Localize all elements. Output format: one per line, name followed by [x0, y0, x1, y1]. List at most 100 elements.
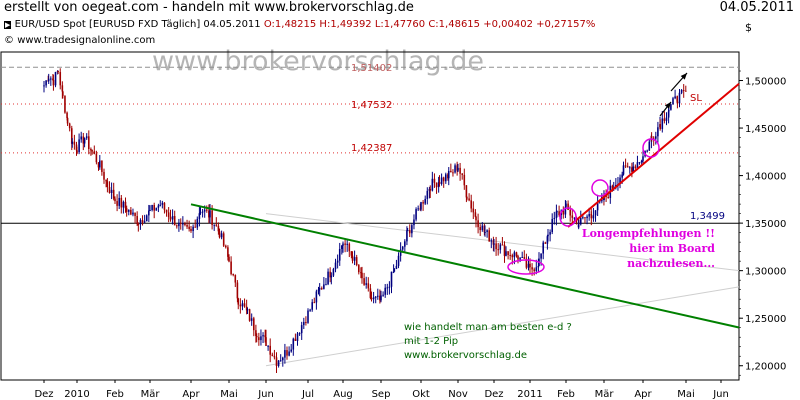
watermark-text: www.brokervorschlag.de	[152, 46, 484, 77]
x-tick-label: Apr	[182, 389, 200, 400]
candle-body	[137, 224, 140, 226]
candle-body	[245, 306, 248, 311]
candle-body	[411, 225, 413, 234]
candle-body	[232, 274, 234, 276]
level-label: 1,42387	[351, 143, 392, 154]
candle-body	[598, 201, 601, 203]
candle-body	[176, 225, 178, 227]
candle-body	[452, 172, 454, 174]
candle-body	[461, 173, 463, 175]
candle-body	[62, 91, 64, 96]
y-tick-label: 1,40000	[745, 172, 786, 183]
candle-body	[392, 271, 395, 273]
candle-body	[85, 136, 88, 139]
candle-body	[546, 236, 549, 244]
candle-body	[503, 244, 506, 256]
candle-body	[228, 256, 230, 262]
candle-body	[390, 271, 393, 287]
candle-body	[358, 265, 360, 273]
candle-body	[296, 333, 299, 341]
candle-body	[525, 258, 528, 268]
candle-body	[325, 284, 327, 286]
candle-body	[655, 136, 657, 139]
candle-body	[199, 212, 202, 214]
candle-body	[537, 265, 540, 268]
candle-body	[682, 90, 685, 92]
candle-body	[282, 357, 284, 361]
candle-body	[417, 208, 419, 210]
header-date: 04.05.2011	[719, 0, 794, 15]
candle-body	[404, 241, 406, 247]
candle-body	[64, 95, 66, 113]
candle-body	[472, 208, 475, 213]
candle-body	[350, 251, 353, 256]
candle-body	[260, 336, 262, 341]
candle-body	[83, 138, 86, 144]
candle-body	[450, 170, 452, 173]
level-label: 1,3499	[690, 211, 725, 222]
candle-body	[495, 243, 497, 250]
candle-body	[564, 206, 567, 215]
candle-body	[678, 92, 681, 104]
candle-body	[435, 182, 438, 188]
y-tick-label: 1,30000	[745, 267, 786, 278]
candle-body	[273, 355, 276, 358]
x-tick-label: Feb	[106, 389, 124, 400]
candle-body	[562, 210, 565, 215]
candle-body	[657, 127, 659, 137]
candle-body	[631, 167, 633, 172]
candle-body	[110, 189, 113, 193]
candle-body	[567, 203, 569, 210]
candle-body	[108, 187, 111, 193]
candle-body	[422, 202, 424, 204]
candle-body	[206, 209, 208, 211]
candle-body	[267, 345, 269, 347]
x-tick-label: Dez	[484, 389, 503, 400]
candle-body	[573, 217, 576, 219]
candle-body	[75, 144, 78, 151]
candle-body	[558, 211, 560, 216]
channel-line	[265, 286, 740, 367]
candle-body	[629, 167, 631, 169]
candle-body	[365, 283, 367, 285]
candle-body	[320, 288, 323, 290]
candle-body	[194, 226, 196, 228]
candle-body	[413, 219, 415, 226]
candle-body	[529, 263, 531, 268]
candle-body	[571, 215, 574, 218]
candle-body	[201, 211, 204, 213]
candle-body	[50, 78, 52, 80]
candle-body	[76, 150, 78, 153]
candle-body	[141, 220, 144, 223]
candle-body	[248, 309, 251, 321]
candle-body	[114, 198, 116, 202]
candle-body	[457, 167, 459, 171]
candle-body	[80, 136, 82, 140]
candle-body	[523, 256, 526, 259]
candle-body	[624, 165, 627, 167]
candle-body	[315, 291, 318, 303]
candle-body	[351, 255, 354, 261]
candle-body	[442, 177, 445, 182]
candle-body	[130, 209, 132, 215]
x-tick-label: Dez	[34, 389, 53, 400]
candle-body	[676, 101, 679, 104]
candle-body	[330, 275, 333, 278]
candle-body	[454, 165, 456, 173]
candle-body	[163, 202, 166, 210]
candle-body	[665, 117, 668, 121]
candle-body	[88, 136, 90, 149]
candle-body	[513, 252, 516, 258]
candle-body	[145, 215, 148, 222]
candle-body	[431, 178, 434, 191]
candle-body	[294, 338, 297, 341]
close-change-label: C:1,48615 +0,00402 +0,27157%	[428, 19, 596, 30]
highlight-ellipse	[507, 259, 545, 275]
x-tick-label: Feb	[557, 389, 575, 400]
candle-body	[486, 230, 488, 233]
candle-body	[284, 350, 286, 358]
candle-body	[397, 255, 400, 266]
candle-body	[243, 303, 246, 307]
